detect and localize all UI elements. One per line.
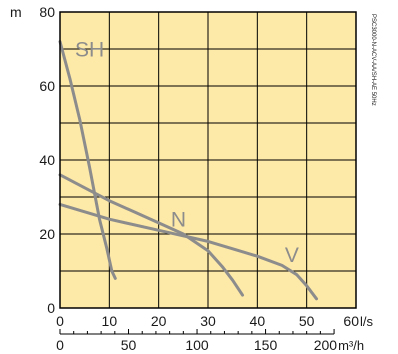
y-tick-label: 60 [39, 78, 55, 94]
y-tick-label: 40 [39, 152, 55, 168]
model-side-label: PSC3000-N-ACV-AA/SH-AE 50Hz [370, 14, 376, 106]
x-tick-label: 0 [56, 313, 64, 329]
x2-tick-labels: 0 50 100 150 200 [56, 337, 337, 353]
grid-lines [60, 12, 356, 308]
secondary-x-tick-marks [59, 329, 335, 334]
x2-axis-label: m³/h [338, 338, 364, 353]
x-tick-labels: 0 10 20 30 40 50 60 [56, 313, 359, 329]
series-line-n [58, 173, 244, 297]
series-labels: SH N V [75, 38, 299, 266]
x2-tick-label: 200 [314, 337, 338, 353]
plot-frame [59, 11, 357, 309]
x-tick-label: 20 [151, 313, 167, 329]
x-tick-label: 50 [299, 313, 315, 329]
x-tick-label: 10 [102, 313, 118, 329]
x2-tick-label: 50 [121, 337, 137, 353]
series-group [58, 40, 318, 301]
series-label-v: V [285, 244, 299, 267]
x2-tick-label: 0 [56, 337, 64, 353]
series-label-sh: SH [75, 38, 104, 61]
y-tick-label: 80 [39, 4, 55, 20]
x-tick-label: 30 [200, 313, 216, 329]
x-axis-label: l/s [360, 314, 374, 329]
y-tick-label: 0 [47, 300, 55, 316]
y-tick-label: 20 [39, 226, 55, 242]
y-axis-label: m [10, 4, 22, 20]
series-line-v [58, 202, 318, 301]
series-label-n: N [171, 209, 186, 232]
x-tick-label: 40 [250, 313, 266, 329]
x2-tick-label: 150 [254, 337, 278, 353]
x-tick-label: 60 [343, 313, 359, 329]
y-tick-labels: 0 20 40 60 80 [39, 4, 55, 316]
x2-tick-label: 100 [185, 337, 209, 353]
